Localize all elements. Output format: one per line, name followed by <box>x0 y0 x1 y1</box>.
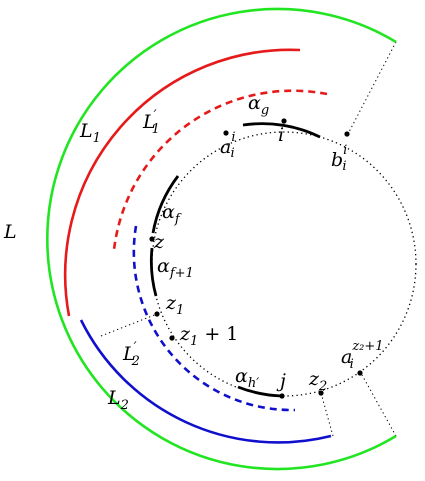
label-alpha-f1: αf+1 <box>157 255 194 281</box>
label-j: j <box>276 370 286 392</box>
L2-prime-arc <box>132 225 296 412</box>
label-alpha-g: αg <box>248 92 269 118</box>
alpha-h-segment <box>237 385 283 398</box>
label-b-i: bi i <box>331 143 347 174</box>
label-L2-prime: L′ 2 <box>122 340 140 369</box>
connector-left <box>100 313 158 337</box>
connector-bottom-right <box>361 374 397 437</box>
label-z2: z2 <box>308 368 327 394</box>
L1-arc <box>63 48 301 317</box>
label-L2: L2 <box>107 387 129 413</box>
point-a-i <box>223 130 229 136</box>
alpha-f1-segment <box>149 247 158 297</box>
label-alpha-h: αh′ <box>235 365 259 391</box>
L-arc <box>46 7 397 471</box>
label-alpha-f: αf <box>162 201 182 227</box>
point-z1 <box>154 311 160 317</box>
point-z2 <box>318 390 324 396</box>
label-i: i <box>278 124 284 146</box>
L2-arc <box>79 319 332 444</box>
point-z <box>149 236 155 242</box>
L1-prime-arc <box>112 89 328 251</box>
label-z1: z1 <box>165 292 184 318</box>
point-b-i <box>344 131 350 137</box>
point-j <box>279 393 285 399</box>
label-a-i-z2-plus-1: az₂+1 i <box>341 339 384 372</box>
label-L1: L1 <box>79 120 101 146</box>
label-L: L <box>3 221 17 243</box>
dotted-circle <box>151 131 417 397</box>
label-z1-plus-1: z1 + 1 <box>179 323 238 349</box>
label-L1-prime: L′ 1 <box>142 108 160 137</box>
connector-top-right <box>348 41 397 133</box>
point-i <box>281 118 287 124</box>
label-z: z <box>153 231 165 253</box>
alpha-g-segment <box>242 122 321 139</box>
connector-bottom-mid <box>320 392 334 437</box>
point-a-i-z2-plus-1 <box>357 370 363 376</box>
label-a-i: ai i <box>220 130 236 161</box>
alpha-f-segment <box>151 175 180 234</box>
point-z1-plus-1 <box>169 335 175 341</box>
